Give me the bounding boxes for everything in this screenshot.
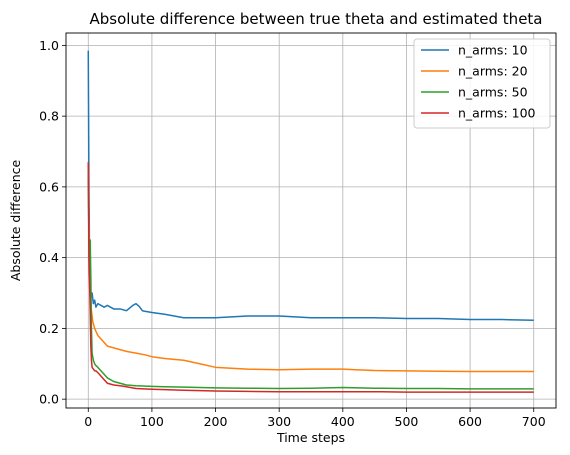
y-tick-label: 0.8 <box>39 109 59 124</box>
y-axis-ticks: 0.0 0.2 0.4 0.6 0.8 1.0 <box>39 38 66 407</box>
x-axis-ticks: 0 100 200 300 400 500 600 700 <box>84 408 546 429</box>
x-tick-label: 700 <box>522 414 546 429</box>
series-line-2 <box>87 165 534 373</box>
x-tick-label: 100 <box>140 414 164 429</box>
series-line-4 <box>87 162 534 393</box>
series-lines <box>87 50 534 393</box>
x-tick-label: 500 <box>395 414 419 429</box>
legend-label: n_arms: 10 <box>458 43 528 58</box>
chart-title: Absolute difference between true theta a… <box>89 10 542 28</box>
y-tick-label: 0.0 <box>39 392 59 407</box>
y-axis-label: Absolute difference <box>8 160 23 282</box>
x-tick-label: 600 <box>458 414 482 429</box>
legend-box <box>413 38 551 129</box>
y-tick-label: 0.2 <box>39 321 59 336</box>
y-tick-label: 0.4 <box>39 250 59 265</box>
x-axis-label: Time steps <box>276 430 345 445</box>
x-tick-label: 200 <box>204 414 228 429</box>
x-tick-label: 300 <box>267 414 291 429</box>
legend-label: n_arms: 100 <box>458 106 536 121</box>
plot-frame <box>65 32 557 409</box>
y-tick-label: 1.0 <box>39 38 59 53</box>
legend: n_arms: 10 n_arms: 20 n_arms: 50 n_arms: 10… <box>413 38 551 129</box>
x-tick-label: 400 <box>331 414 355 429</box>
legend-label: n_arms: 20 <box>458 64 528 79</box>
series-line-1 <box>87 50 534 322</box>
series-line-3 <box>87 172 534 390</box>
y-tick-label: 0.6 <box>39 179 59 194</box>
x-tick-label: 0 <box>84 414 92 429</box>
legend-label: n_arms: 50 <box>458 85 528 100</box>
